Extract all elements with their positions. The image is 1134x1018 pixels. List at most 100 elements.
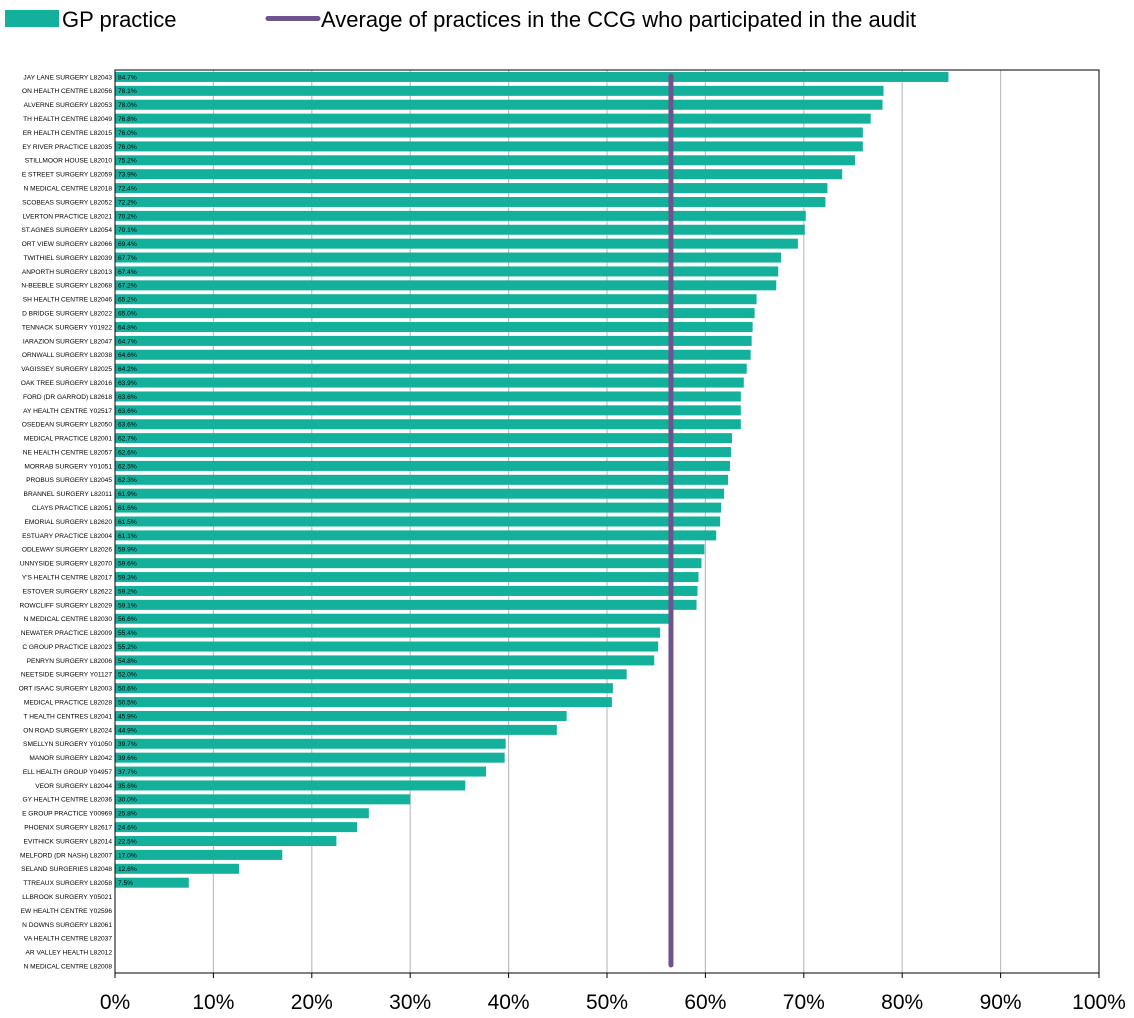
category-label: D BRIDGE SURGERY L82022: [22, 311, 112, 318]
bar-value-label: 55.2%: [118, 644, 137, 651]
category-label: VAGISSEY SURGERY L82025: [21, 366, 112, 373]
category-label: ESTUARY PRACTICE L82004: [22, 533, 112, 540]
bars: [115, 71, 949, 888]
category-label: AR VALLEY HEALTH L82012: [25, 950, 112, 957]
category-label: OAK TREE SURGERY L82016: [21, 380, 113, 387]
category-label: ESTOVER SURGERY L82622: [23, 588, 113, 595]
bar-value-label: 76.0%: [118, 130, 137, 137]
category-label: TENNACK SURGERY Y01922: [22, 324, 112, 331]
legend-label-gp-practice: GP practice: [62, 7, 177, 32]
bar: [115, 447, 731, 458]
bar: [115, 280, 777, 291]
category-label: EMORIAL SURGERY L82620: [25, 519, 113, 526]
category-label: OSEDEAN SURGERY L82050: [22, 422, 113, 429]
bar-value-label: 64.8%: [118, 324, 137, 331]
bar-value-label: 55.4%: [118, 630, 137, 637]
bar: [115, 849, 283, 860]
category-label: FORD (DR GARROD) L82618: [23, 394, 112, 401]
bar: [115, 294, 757, 305]
category-label: AY HEALTH CENTRE Y02517: [23, 408, 112, 415]
bar: [115, 627, 661, 638]
category-label: N MEDICAL CENTRE L82008: [24, 963, 113, 970]
category-label: ST.AGNES SURGERY L82054: [21, 227, 112, 234]
x-tick-label: 40%: [488, 991, 530, 1014]
bar: [115, 697, 612, 708]
x-tick-label: 80%: [881, 991, 923, 1014]
bar-value-label: 72.2%: [118, 199, 137, 206]
bar-value-label: 61.9%: [118, 491, 137, 498]
category-label: SMELLYN SURGERY Y01050: [23, 741, 112, 748]
category-label: TTREAUX SURGERY L82058: [23, 880, 112, 887]
category-label: STILLMOOR HOUSE L82010: [25, 158, 113, 165]
bar: [115, 210, 806, 221]
bar-value-label: 64.2%: [118, 366, 137, 373]
bar: [115, 474, 729, 485]
bar-value-label: 62.6%: [118, 449, 137, 456]
category-label: MEDICAL PRACTICE L82028: [24, 700, 112, 707]
bar: [115, 71, 949, 82]
category-label: ELL HEALTH GROUP Y04957: [23, 769, 113, 776]
bar: [115, 308, 755, 319]
bar-value-label: 61.6%: [118, 505, 137, 512]
bar-value-label: 72.4%: [118, 185, 137, 192]
category-label: MEDICAL PRACTICE L82001: [24, 436, 112, 443]
category-label: IARAZION SURGERY L82047: [23, 338, 113, 345]
bar-value-label: 59.6%: [118, 561, 137, 568]
bar-value-label: 64.6%: [118, 352, 137, 359]
bar: [115, 252, 782, 263]
category-label: TWITHIEL SURGERY L82039: [23, 255, 112, 262]
bar: [115, 141, 863, 152]
category-label: VEOR SURGERY L82044: [35, 783, 112, 790]
bar-value-label: 67.4%: [118, 269, 137, 276]
category-label: ALVERNE SURGERY L82053: [24, 102, 113, 109]
bar-value-label: 50.5%: [118, 700, 137, 707]
bar-value-label: 24.6%: [118, 825, 137, 832]
x-tick-label: 20%: [291, 991, 333, 1014]
x-tick-label: 100%: [1072, 991, 1126, 1014]
bar-value-label: 35.6%: [118, 783, 137, 790]
bar: [115, 683, 613, 694]
x-tick-label: 70%: [783, 991, 825, 1014]
bar: [115, 113, 871, 124]
bar-value-label: 63.6%: [118, 422, 137, 429]
bar: [115, 613, 672, 624]
bar: [115, 766, 486, 777]
bar-value-label: 52.0%: [118, 672, 137, 679]
category-label: MELFORD (DR NASH) L82007: [20, 852, 112, 859]
bar: [115, 738, 506, 749]
category-label: TH HEALTH CENTRE L82049: [23, 116, 112, 123]
x-tick-label: 90%: [980, 991, 1022, 1014]
category-label: ON ROAD SURGERY L82024: [23, 727, 112, 734]
x-tick-label: 60%: [684, 991, 726, 1014]
bar-value-label: 75.2%: [118, 158, 137, 165]
bar: [115, 808, 369, 819]
bar: [115, 599, 697, 610]
category-label: NEWATER PRACTICE L82009: [21, 630, 113, 637]
category-label: PHOENIX SURGERY L82617: [24, 825, 112, 832]
category-label: NEETSIDE SURGERY Y01127: [21, 672, 112, 679]
bar-value-label: 59.2%: [118, 588, 137, 595]
bar-value-label: 63.6%: [118, 408, 137, 415]
category-label: N MEDICAL CENTRE L82018: [24, 185, 113, 192]
bar: [115, 794, 411, 805]
bar: [115, 419, 741, 430]
bar: [115, 127, 863, 138]
bar-value-label: 78.0%: [118, 102, 137, 109]
bar-value-label: 62.5%: [118, 463, 137, 470]
category-label: ON HEALTH CENTRE L82056: [22, 88, 112, 95]
category-label: ODLEWAY SURGERY L82026: [22, 547, 112, 554]
category-label: SH HEALTH CENTRE L82046: [23, 297, 113, 304]
category-label: NE HEALTH CENTRE L82057: [23, 449, 113, 456]
category-label: SCOBEAS SURGERY L82052: [22, 199, 112, 206]
bar-value-label: 61.1%: [118, 533, 137, 540]
bar: [115, 836, 337, 847]
category-label: MORRAB SURGERY Y01051: [24, 463, 112, 470]
bar-value-label: 44.9%: [118, 727, 137, 734]
bar: [115, 322, 753, 333]
bar: [115, 224, 805, 235]
bar-value-label: 64.7%: [118, 338, 137, 345]
bar: [115, 544, 705, 555]
bar: [115, 488, 725, 499]
category-label: JAY LANE SURGERY L82043: [23, 74, 112, 81]
